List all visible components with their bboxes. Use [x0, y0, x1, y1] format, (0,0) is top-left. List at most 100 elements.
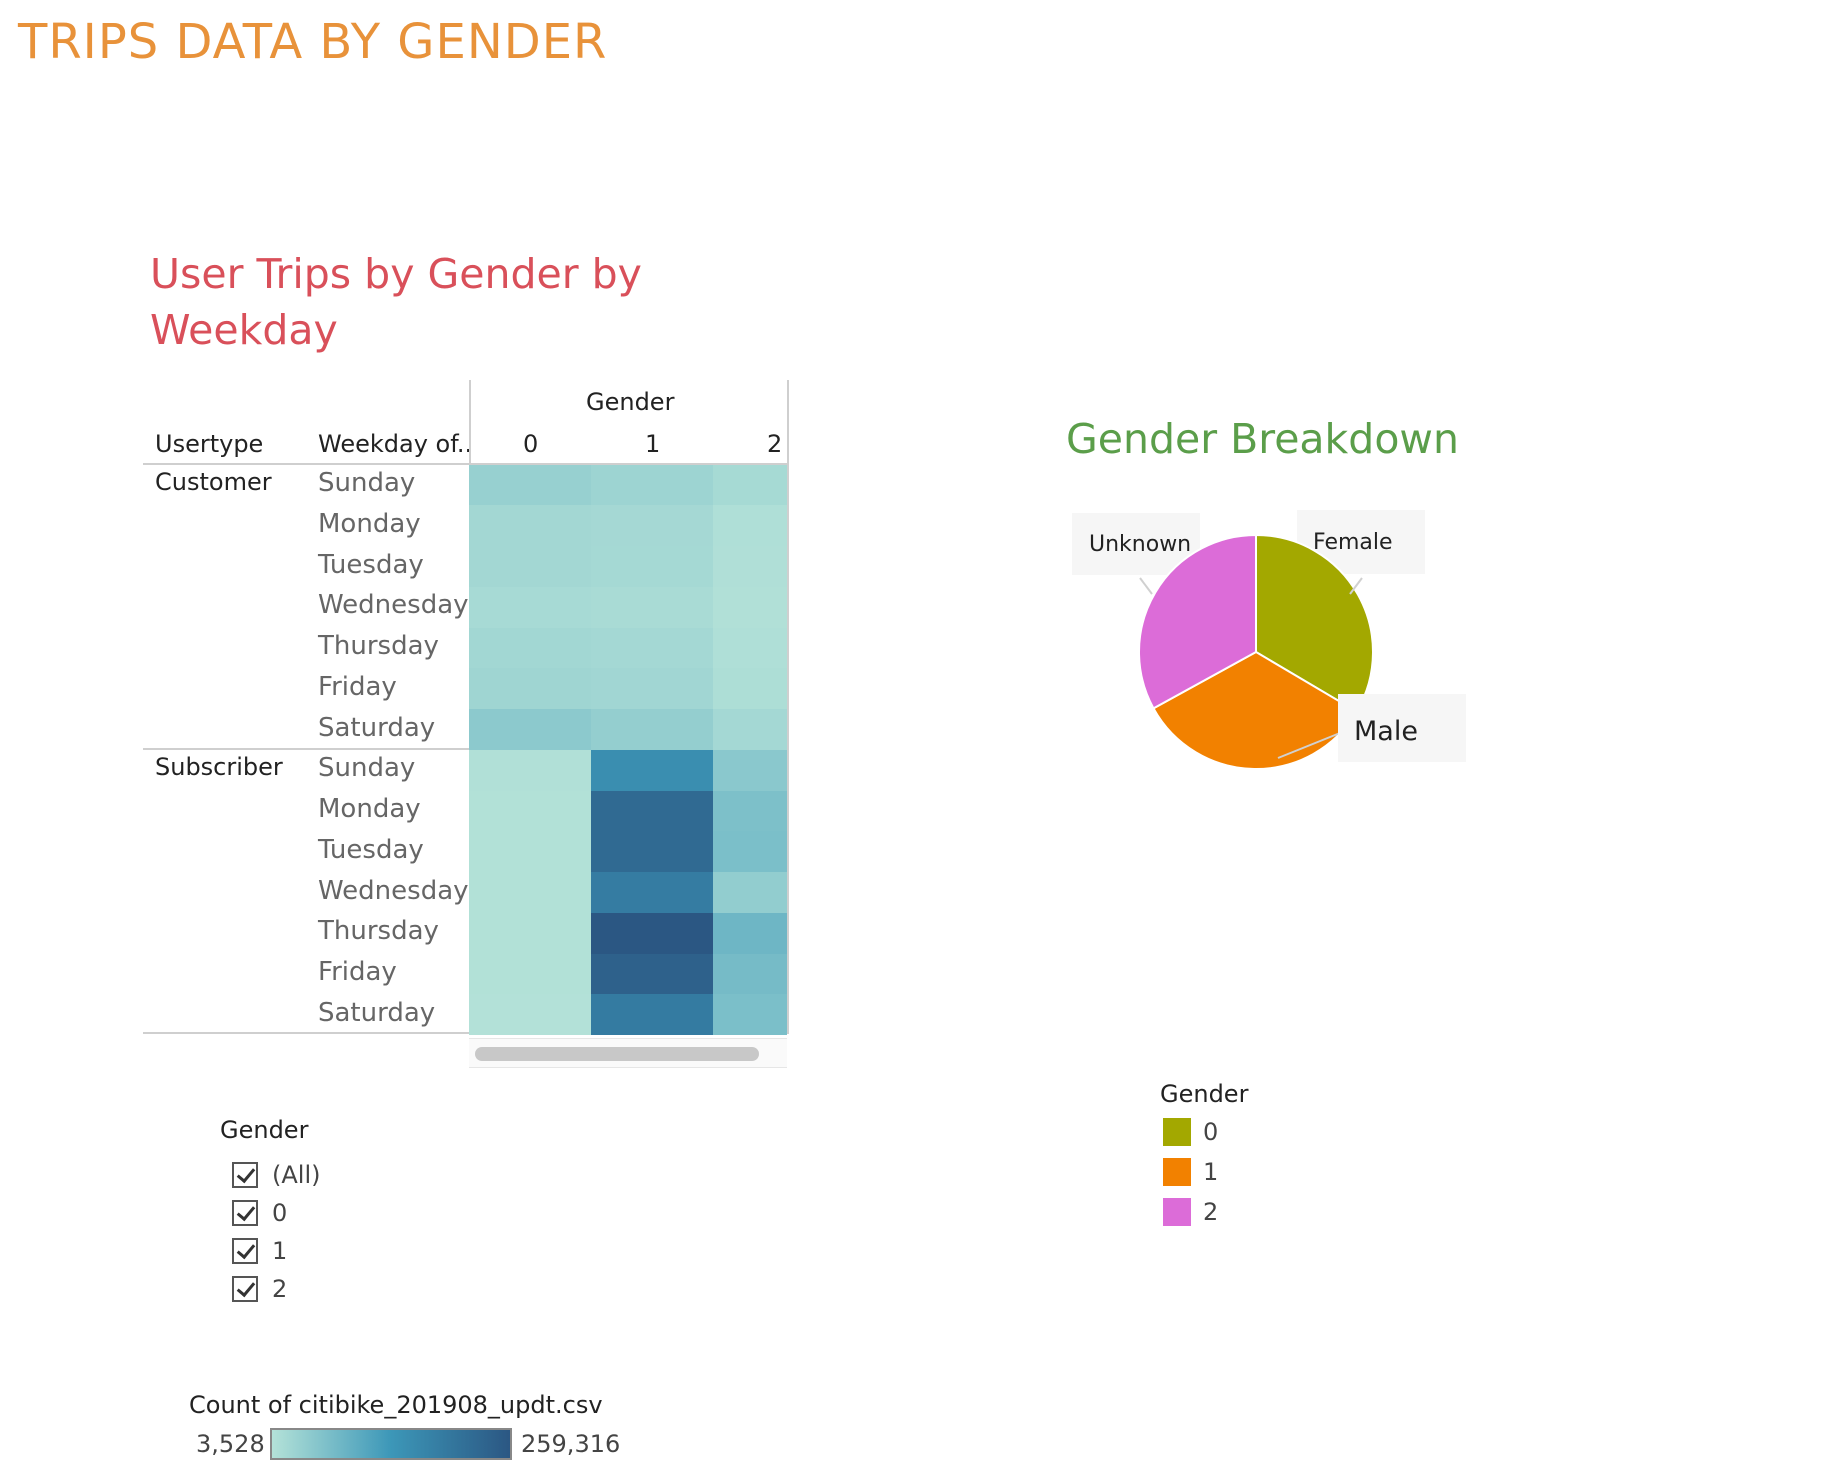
heatmap-cell[interactable]	[713, 791, 787, 832]
table-bottom-divider	[143, 1032, 789, 1034]
heatmap-cell[interactable]	[469, 791, 591, 832]
row-label: Tuesday	[318, 835, 424, 865]
pie-legend-title: Gender	[1160, 1080, 1249, 1108]
heatmap-title: User Trips by Gender by Weekday	[150, 250, 642, 354]
pie-slice-1[interactable]	[1152, 650, 1359, 770]
gradient-legend-title: Count of citibike_201908_updt.csv	[189, 1391, 603, 1419]
heatmap-cell[interactable]	[713, 546, 787, 587]
filter-option-label: 1	[272, 1237, 288, 1265]
heatmap-cell[interactable]	[469, 668, 591, 709]
legend-label: 0	[1203, 1118, 1219, 1146]
heatmap-cell[interactable]	[469, 954, 591, 995]
checkbox-checked-icon[interactable]	[232, 1200, 258, 1226]
row-label: Thursday	[318, 916, 439, 946]
heatmap-cell[interactable]	[713, 954, 787, 995]
checkbox-checked-icon[interactable]	[232, 1276, 258, 1302]
heatmap-cell[interactable]	[713, 994, 787, 1035]
heatmap-chart: Gender Usertype Weekday of.. 0 1 2 Custo…	[0, 0, 800, 1080]
heatmap-cell[interactable]	[469, 465, 591, 506]
heatmap-cell[interactable]	[469, 587, 591, 628]
heatmap-cell[interactable]	[713, 668, 787, 709]
filter-option-label: (All)	[272, 1161, 321, 1189]
legend-swatch	[1163, 1198, 1191, 1226]
column-label-2: 2	[767, 430, 783, 458]
filter-option-2[interactable]: 2	[232, 1271, 287, 1307]
legend-label: 2	[1203, 1198, 1219, 1226]
heatmap-cell[interactable]	[591, 709, 713, 750]
heatmap-cell[interactable]	[591, 465, 713, 506]
heatmap-cell[interactable]	[469, 709, 591, 750]
heatmap-cell[interactable]	[713, 872, 787, 913]
heatmap-cell[interactable]	[713, 750, 787, 791]
heatmap-cell[interactable]	[591, 791, 713, 832]
heatmap-cell[interactable]	[591, 628, 713, 669]
pie-legend-item-0[interactable]: 0	[1163, 1112, 1218, 1152]
heatmap-cell[interactable]	[591, 546, 713, 587]
checkbox-checked-icon[interactable]	[232, 1238, 258, 1264]
heatmap-cell[interactable]	[713, 709, 787, 750]
heatmap-cell[interactable]	[713, 628, 787, 669]
pie-label-unknown: Unknown	[1089, 532, 1192, 557]
heatmap-cell[interactable]	[591, 913, 713, 954]
heatmap-cell[interactable]	[713, 587, 787, 628]
heatmap-cell[interactable]	[713, 913, 787, 954]
checkbox-checked-icon[interactable]	[232, 1162, 258, 1188]
gradient-legend-max: 259,316	[521, 1430, 621, 1458]
pie-legend-item-1[interactable]: 1	[1163, 1152, 1218, 1192]
pie-leader-female	[1349, 577, 1363, 595]
row-label: Saturday	[318, 713, 436, 743]
heatmap-cell[interactable]	[713, 465, 787, 506]
column-label-0: 0	[523, 430, 539, 458]
pie-label-box-male	[1338, 694, 1466, 762]
heatmap-cell[interactable]	[713, 831, 787, 872]
heatmap-cell[interactable]	[591, 750, 713, 791]
row-label: Friday	[318, 672, 397, 702]
pie-label-female: Female	[1313, 530, 1393, 555]
row-label: Sunday	[318, 468, 416, 498]
heatmap-scrollbar-thumb[interactable]	[475, 1047, 759, 1061]
heatmap-cell[interactable]	[591, 994, 713, 1035]
filter-option-label: 2	[272, 1275, 288, 1303]
row-label: Monday	[318, 509, 421, 539]
heatmap-cell[interactable]	[469, 505, 591, 546]
row-label: Sunday	[318, 753, 416, 783]
group-label-subscriber: Subscriber	[155, 753, 283, 781]
heatmap-cell[interactable]	[469, 913, 591, 954]
heatmap-cell[interactable]	[591, 505, 713, 546]
heatmap-cell[interactable]	[591, 872, 713, 913]
filter-option-all[interactable]: (All)	[232, 1157, 320, 1193]
row-header-weekday: Weekday of..	[318, 430, 473, 458]
pie-leader-male	[1277, 732, 1341, 759]
row-label: Wednesday	[318, 876, 469, 906]
heatmap-cell[interactable]	[469, 994, 591, 1035]
column-group-header: Gender	[586, 388, 675, 416]
row-label: Wednesday	[318, 590, 469, 620]
heatmap-scrollbar-track[interactable]	[469, 1038, 787, 1068]
gradient-legend-bar	[270, 1428, 512, 1460]
heatmap-cell[interactable]	[469, 750, 591, 791]
group-divider	[143, 748, 789, 750]
row-label: Friday	[318, 957, 397, 987]
heatmap-cell[interactable]	[591, 668, 713, 709]
header-divider	[143, 463, 789, 465]
pie-legend-item-2[interactable]: 2	[1163, 1192, 1218, 1232]
heatmap-cell[interactable]	[591, 831, 713, 872]
pie-title: Gender Breakdown	[1066, 415, 1459, 463]
heatmap-cell[interactable]	[469, 546, 591, 587]
heatmap-cell[interactable]	[469, 831, 591, 872]
heatmap-cell[interactable]	[469, 628, 591, 669]
filter-option-1[interactable]: 1	[232, 1233, 287, 1269]
heatmap-cell[interactable]	[713, 505, 787, 546]
pie-label-male: Male	[1354, 716, 1418, 747]
heatmap-cell[interactable]	[591, 954, 713, 995]
filter-option-0[interactable]: 0	[232, 1195, 287, 1231]
right-divider-vertical	[787, 380, 789, 1034]
legend-label: 1	[1203, 1158, 1219, 1186]
group-label-customer: Customer	[155, 468, 272, 496]
heatmap-cell[interactable]	[591, 587, 713, 628]
row-label: Saturday	[318, 998, 436, 1028]
row-label: Tuesday	[318, 550, 424, 580]
heatmap-cell[interactable]	[469, 872, 591, 913]
pie-leader-unknown	[1139, 577, 1153, 595]
row-label: Thursday	[318, 631, 439, 661]
